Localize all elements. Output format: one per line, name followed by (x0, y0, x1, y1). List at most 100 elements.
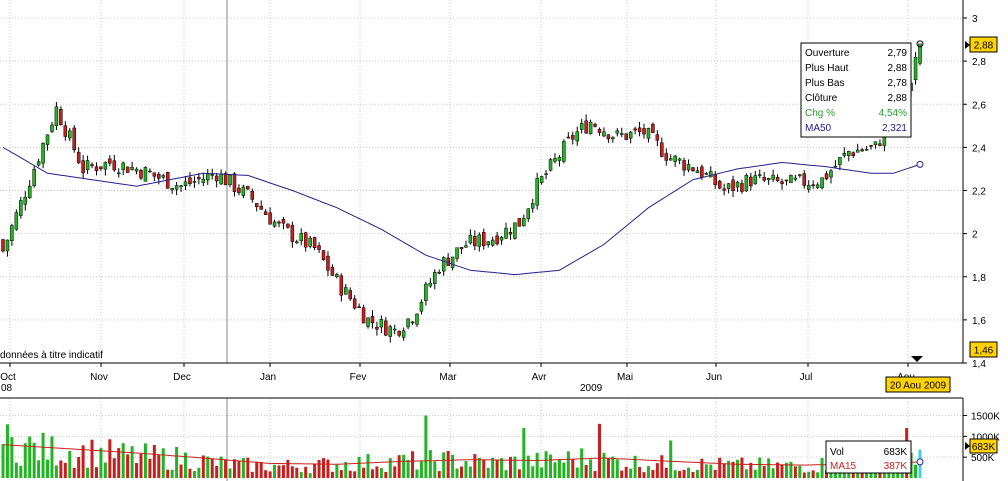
volume-bar (10, 437, 14, 478)
volume-bar (602, 452, 606, 478)
current-date-pointer-icon (911, 356, 923, 362)
volume-bar (491, 457, 495, 478)
candle (174, 182, 179, 196)
month-label: Dec (173, 372, 191, 383)
candle-body (602, 131, 606, 137)
candle-body (277, 221, 281, 224)
volume-bar (246, 457, 250, 478)
volume-bar (624, 466, 628, 478)
candle (375, 321, 379, 336)
candle-body (544, 173, 548, 175)
low-price-label: 1,46 (974, 346, 994, 357)
candle (829, 169, 833, 184)
candle (486, 241, 490, 248)
candle-body (575, 131, 579, 142)
last-volume-pointer-icon (965, 442, 970, 450)
candle (317, 242, 321, 253)
candle (366, 317, 370, 329)
candle (838, 157, 842, 171)
candle (5, 239, 10, 257)
price-tick-label: 2,2 (972, 187, 986, 198)
ma15-legend-value: 387K (884, 461, 908, 472)
candle (326, 251, 330, 277)
volume-bar (468, 466, 472, 478)
candle (201, 172, 206, 187)
candle-body (557, 156, 562, 161)
volume-bar (753, 469, 757, 478)
candle (263, 209, 268, 216)
candle (602, 127, 606, 138)
current-date-box (885, 376, 951, 393)
last-price-box (969, 36, 998, 53)
candle-body (148, 170, 152, 173)
volume-bar (664, 467, 668, 478)
candle-body (860, 149, 864, 152)
candle (535, 172, 539, 210)
candle (495, 231, 499, 246)
volume-bar (295, 467, 299, 478)
info-label-chg: Chg % (805, 108, 835, 119)
candle (384, 316, 388, 336)
candle (1, 238, 5, 253)
volume-bar (540, 467, 544, 478)
candle-body (263, 211, 268, 216)
candle (771, 169, 775, 182)
volume-bar (126, 454, 130, 478)
volume-bar (210, 458, 214, 478)
price-tick-label: 1,6 (972, 316, 986, 327)
volume-bar (709, 464, 713, 478)
candle (272, 219, 277, 228)
volume-bar (90, 439, 94, 478)
candle-body (308, 237, 312, 247)
candle (437, 269, 441, 275)
candle-body (535, 178, 539, 206)
volume-bar (370, 469, 374, 478)
candle (36, 158, 41, 167)
volume-bar (695, 469, 699, 478)
candle (526, 208, 531, 222)
candle (152, 172, 157, 182)
candle-body (548, 159, 553, 171)
candle-body (259, 206, 263, 210)
candle-body (731, 179, 735, 192)
candle-body (864, 148, 869, 151)
candle-body (611, 136, 615, 140)
candle-body (379, 319, 384, 328)
candle (833, 160, 838, 168)
candle-body (112, 160, 117, 171)
volume-bar (446, 450, 450, 478)
candle (312, 236, 317, 251)
volume-bar (224, 459, 228, 478)
candle-body (522, 218, 526, 227)
volume-bar (482, 459, 486, 478)
volume-bar (170, 469, 174, 478)
current-date-marker: 20 Aou 2009 (885, 376, 951, 393)
candle-body (326, 255, 330, 271)
candle (228, 174, 232, 188)
volume-bar (464, 461, 468, 478)
volume-bar (379, 468, 383, 478)
candle-body (210, 174, 214, 176)
candle-body (749, 176, 753, 187)
price-tick-label: 1,8 (972, 273, 986, 284)
volume-bar (744, 469, 748, 478)
candle (766, 177, 771, 185)
volume-bar (580, 448, 584, 478)
candle-body (829, 170, 833, 178)
volume-bar (669, 440, 673, 478)
ma15-volume-line (2, 444, 921, 466)
candle (544, 169, 548, 180)
volume-bar (215, 465, 219, 478)
candle-body (717, 180, 722, 189)
candle-body (45, 134, 50, 145)
candle-body (139, 170, 143, 179)
volume-bar (130, 446, 134, 478)
price-tick-label: 3 (972, 14, 978, 25)
volume-bar (727, 460, 731, 478)
volume-bar (63, 462, 67, 478)
candle (299, 228, 303, 246)
volume-bar (758, 457, 762, 478)
candle-body (468, 235, 473, 244)
candle-body (295, 241, 299, 244)
candle (477, 232, 482, 252)
